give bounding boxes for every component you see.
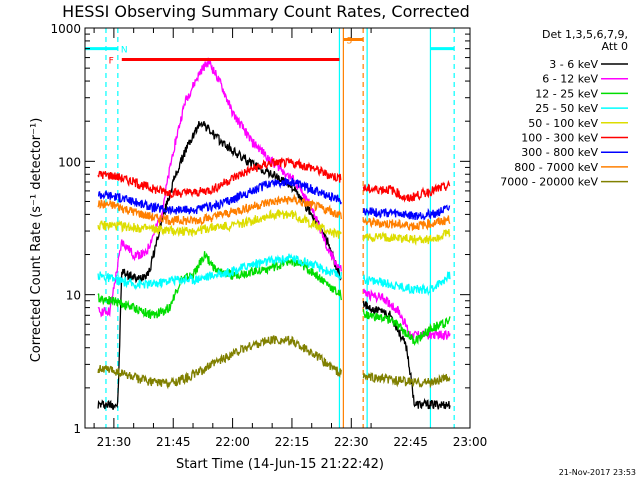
y-axis-label: Corrected Count Rate (s⁻¹ detector⁻¹) <box>29 118 44 363</box>
series-line-800-7000kev-part1 <box>362 215 451 232</box>
legend-label-6: 300 - 800 keV <box>521 146 598 159</box>
flag-marker-layer <box>105 28 455 428</box>
series-line-7000-20000kev-part0 <box>97 334 342 390</box>
flag-label-n: N <box>121 46 128 56</box>
x-tick-label-6: 23:00 <box>453 435 488 449</box>
generation-timestamp: 21-Nov-2017 23:53 <box>559 468 636 477</box>
legend-header-1: Att 0 <box>602 40 628 53</box>
y-tick-label-3: 1000 <box>50 22 81 36</box>
legend-label-7: 800 - 7000 keV <box>514 161 598 174</box>
series-line-6-12kev-part0 <box>97 57 342 318</box>
x-tick-label-5: 22:45 <box>393 435 428 449</box>
legend-label-0: 3 - 6 keV <box>549 58 598 71</box>
series-line-12-25kev-part0 <box>97 251 342 320</box>
plot-frame <box>84 27 471 429</box>
y-tick-label-2: 100 <box>58 155 81 169</box>
series-line-50-100kev-part0 <box>97 209 342 239</box>
series-line-25-50kev-part1 <box>362 271 451 297</box>
flag-bar-layer: NF S <box>85 36 455 67</box>
series-line-50-100kev-part1 <box>362 228 451 247</box>
legend-label-8: 7000 - 20000 keV <box>500 176 598 189</box>
x-tick-label-4: 22:30 <box>334 435 369 449</box>
x-tick-label-2: 22:00 <box>215 435 250 449</box>
x-axis-ticks: 21:30 21:45 22:00 22:15 22:30 22:45 23:00 <box>93 28 488 449</box>
legend-label-1: 6 - 12 keV <box>542 73 598 86</box>
flag-label-s: S <box>346 36 352 46</box>
series-line-12-25kev-part1 <box>362 309 451 346</box>
legend-label-5: 100 - 300 keV <box>521 132 598 145</box>
series-line-7000-20000kev-part1 <box>362 371 451 389</box>
series-line-300-800kev-part1 <box>362 204 451 221</box>
x-tick-label-3: 22:15 <box>275 435 310 449</box>
chart-title: HESSI Observing Summary Count Rates, Cor… <box>62 2 470 21</box>
y-tick-label-0: 1 <box>73 422 81 436</box>
x-tick-label-0: 21:30 <box>97 435 132 449</box>
legend-header-0: Det 1,3,5,6,7,9, <box>542 28 628 41</box>
series-line-100-300kev-part0 <box>97 156 342 200</box>
flag-label-f: F <box>109 57 114 67</box>
y-axis-ticks: 1 10 100 1000 <box>50 22 470 436</box>
series-line-3-6kev-part1 <box>362 300 451 410</box>
series-layer <box>97 57 451 410</box>
series-line-800-7000kev-part0 <box>97 193 342 226</box>
series-line-100-300kev-part1 <box>362 179 451 203</box>
legend: Det 1,3,5,6,7,9,Att 0 3 - 6 keV 6 - 12 keV… <box>500 28 628 189</box>
series-line-25-50kev-part0 <box>97 253 342 291</box>
x-tick-label-1: 21:45 <box>156 435 191 449</box>
series-line-300-800kev-part0 <box>97 176 342 216</box>
x-axis-label: Start Time (14-Jun-15 21:22:42) <box>176 457 384 472</box>
legend-label-3: 25 - 50 keV <box>535 102 598 115</box>
y-tick-label-1: 10 <box>66 289 81 303</box>
series-line-3-6kev-part0 <box>97 120 342 410</box>
legend-label-2: 12 - 25 keV <box>535 87 598 100</box>
legend-label-4: 50 - 100 keV <box>528 117 598 130</box>
